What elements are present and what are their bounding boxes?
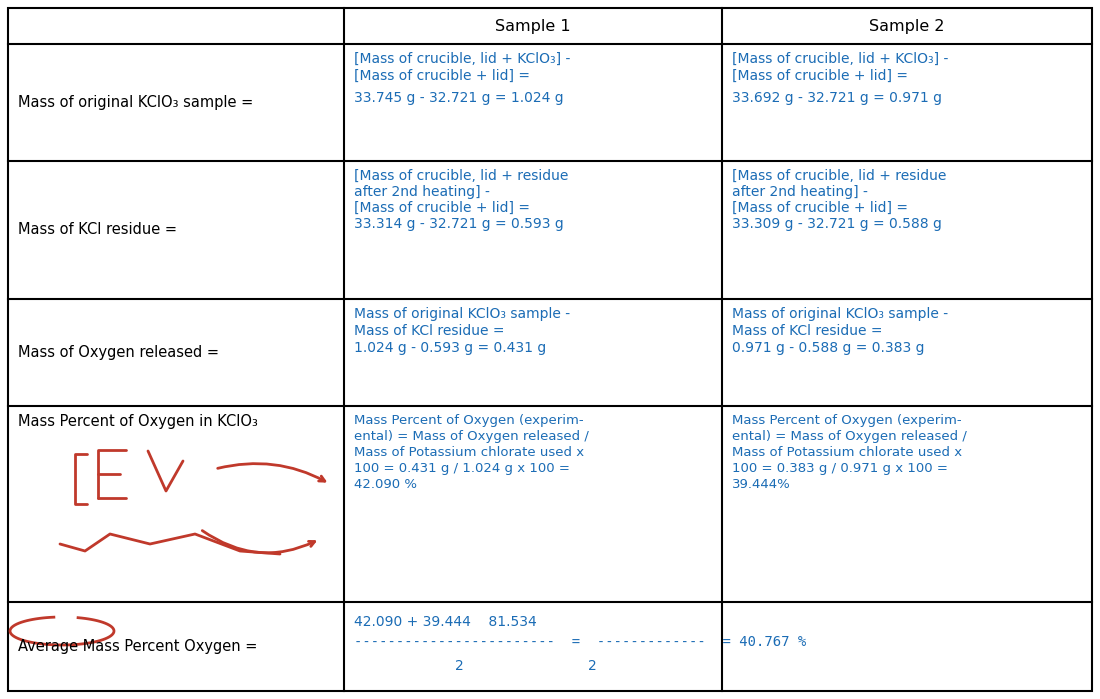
Text: Mass of KCl residue =: Mass of KCl residue = [18,222,177,238]
Text: [Mass of crucible + lid] =: [Mass of crucible + lid] = [354,69,530,83]
Text: Mass of original KClO₃ sample =: Mass of original KClO₃ sample = [18,95,253,110]
Text: Mass of Potassium chlorate used x: Mass of Potassium chlorate used x [732,446,962,459]
Text: 100 = 0.431 g / 1.024 g x 100 =: 100 = 0.431 g / 1.024 g x 100 = [354,462,570,475]
Text: Mass of Potassium chlorate used x: Mass of Potassium chlorate used x [354,446,584,459]
Text: Mass of KCl residue =: Mass of KCl residue = [354,324,505,338]
Text: 33.309 g - 32.721 g = 0.588 g: 33.309 g - 32.721 g = 0.588 g [732,217,942,231]
Text: 2: 2 [454,659,463,674]
Text: [Mass of crucible, lid + KClO₃] -: [Mass of crucible, lid + KClO₃] - [354,52,571,66]
Text: 39.444%: 39.444% [732,478,791,491]
Text: Sample 2: Sample 2 [869,18,945,34]
Text: [Mass of crucible + lid] =: [Mass of crucible + lid] = [732,201,907,215]
Text: 2: 2 [587,659,596,674]
Text: 0.971 g - 0.588 g = 0.383 g: 0.971 g - 0.588 g = 0.383 g [732,341,924,355]
Text: 33.692 g - 32.721 g = 0.971 g: 33.692 g - 32.721 g = 0.971 g [732,91,942,105]
Text: ------------------------  =  -------------  = 40.767 %: ------------------------ = -------------… [354,635,806,649]
Text: 100 = 0.383 g / 0.971 g x 100 =: 100 = 0.383 g / 0.971 g x 100 = [732,462,948,475]
Text: Average Mass Percent Oxygen =: Average Mass Percent Oxygen = [18,639,257,654]
Text: 33.745 g - 32.721 g = 1.024 g: 33.745 g - 32.721 g = 1.024 g [354,91,563,105]
Text: 33.314 g - 32.721 g = 0.593 g: 33.314 g - 32.721 g = 0.593 g [354,217,563,231]
Text: Mass Percent of Oxygen (experim-: Mass Percent of Oxygen (experim- [732,414,961,427]
Text: after 2nd heating] -: after 2nd heating] - [732,185,868,199]
Text: Mass of original KClO₃ sample -: Mass of original KClO₃ sample - [354,307,570,321]
Text: ental) = Mass of Oxygen released /: ental) = Mass of Oxygen released / [354,430,588,443]
Text: 42.090 %: 42.090 % [354,478,417,491]
Text: Mass of KCl residue =: Mass of KCl residue = [732,324,882,338]
Text: Mass of Oxygen released =: Mass of Oxygen released = [18,345,219,360]
Text: [Mass of crucible + lid] =: [Mass of crucible + lid] = [354,201,530,215]
Text: 1.024 g - 0.593 g = 0.431 g: 1.024 g - 0.593 g = 0.431 g [354,341,547,355]
Text: [Mass of crucible, lid + residue: [Mass of crucible, lid + residue [354,169,569,183]
Text: Mass Percent of Oxygen in KClO₃: Mass Percent of Oxygen in KClO₃ [18,414,257,429]
Text: [Mass of crucible, lid + residue: [Mass of crucible, lid + residue [732,169,946,183]
Text: Mass Percent of Oxygen (experim-: Mass Percent of Oxygen (experim- [354,414,584,427]
Text: after 2nd heating] -: after 2nd heating] - [354,185,490,199]
Text: 42.090 + 39.444    81.534: 42.090 + 39.444 81.534 [354,614,537,628]
Text: [Mass of crucible, lid + KClO₃] -: [Mass of crucible, lid + KClO₃] - [732,52,948,66]
Text: Sample 1: Sample 1 [495,18,571,34]
Text: Mass of original KClO₃ sample -: Mass of original KClO₃ sample - [732,307,948,321]
Text: [Mass of crucible + lid] =: [Mass of crucible + lid] = [732,69,907,83]
Text: ental) = Mass of Oxygen released /: ental) = Mass of Oxygen released / [732,430,967,443]
